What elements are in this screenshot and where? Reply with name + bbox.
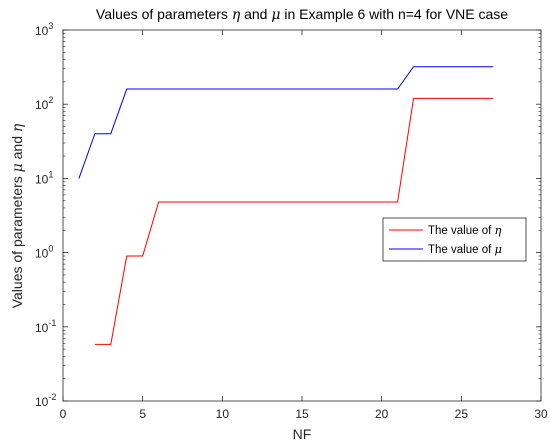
y-tick-label: 10-1	[35, 318, 56, 335]
y-tick-label: 102	[35, 95, 53, 112]
chart-title-mu: μ	[271, 7, 280, 23]
y-tick-exponent: 3	[48, 21, 53, 31]
y-tick-mantissa: 10	[35, 247, 49, 261]
x-tick-label: 5	[139, 407, 146, 421]
x-tick-label: 15	[295, 407, 309, 421]
x-tick-label: 30	[534, 407, 548, 421]
series-layer	[78, 66, 494, 345]
legend-entry-eta: The value of η	[428, 223, 501, 237]
series-line-mu	[78, 66, 494, 179]
chart-title-eta: η	[232, 7, 241, 23]
x-tick-label: 25	[455, 407, 469, 421]
chart-title-suffix: in Example 6 with n=4 for VNE case	[280, 6, 508, 22]
y-axis-label-mu: μ	[10, 163, 26, 172]
legend-entry-mu: The value of μ	[428, 242, 502, 256]
y-tick-mantissa: 10	[35, 24, 49, 38]
y-axis-label-mid: and	[9, 132, 25, 163]
y-axis-label: Values of parameters μ and η	[9, 123, 26, 308]
y-tick-exponent: 1	[48, 169, 53, 179]
y-tick-label: 100	[35, 244, 53, 261]
y-tick-label: 103	[35, 21, 53, 38]
x-axis-ticks: 0 5 10 15 20 25 30	[60, 30, 548, 421]
x-tick-label: 0	[60, 407, 67, 421]
x-tick-label: 20	[375, 407, 389, 421]
y-tick-exponent: -1	[48, 318, 56, 328]
y-tick-exponent: 2	[48, 95, 53, 105]
y-tick-label: 10-2	[35, 392, 56, 409]
legend: The value of η The value of μ	[382, 217, 527, 262]
chart-title-mid: and	[240, 6, 271, 22]
series-line-eta	[94, 97, 494, 345]
y-tick-mantissa: 10	[35, 395, 49, 409]
legend-entry-mu-prefix: The value of	[428, 244, 494, 256]
y-tick-mantissa: 10	[35, 321, 49, 335]
legend-box	[382, 217, 527, 262]
legend-entry-eta-prefix: The value of	[428, 225, 494, 237]
legend-entry-eta-sym: η	[494, 223, 501, 237]
y-tick-mantissa: 10	[35, 172, 49, 186]
y-tick-mantissa: 10	[35, 98, 49, 112]
y-tick-exponent: 0	[48, 244, 53, 254]
chart-title-prefix: Values of parameters	[96, 6, 232, 22]
x-tick-label: 10	[216, 407, 230, 421]
plot-area	[62, 29, 542, 402]
y-tick-label: 101	[35, 169, 53, 186]
chart-title: Values of parameters η and μ in Example …	[96, 6, 508, 23]
y-axis-label-eta: η	[10, 123, 26, 132]
x-axis-label: NF	[293, 426, 312, 442]
y-axis-label-prefix: Values of parameters	[9, 172, 25, 308]
legend-entry-mu-sym: μ	[494, 242, 501, 256]
y-tick-exponent: -2	[48, 392, 56, 402]
